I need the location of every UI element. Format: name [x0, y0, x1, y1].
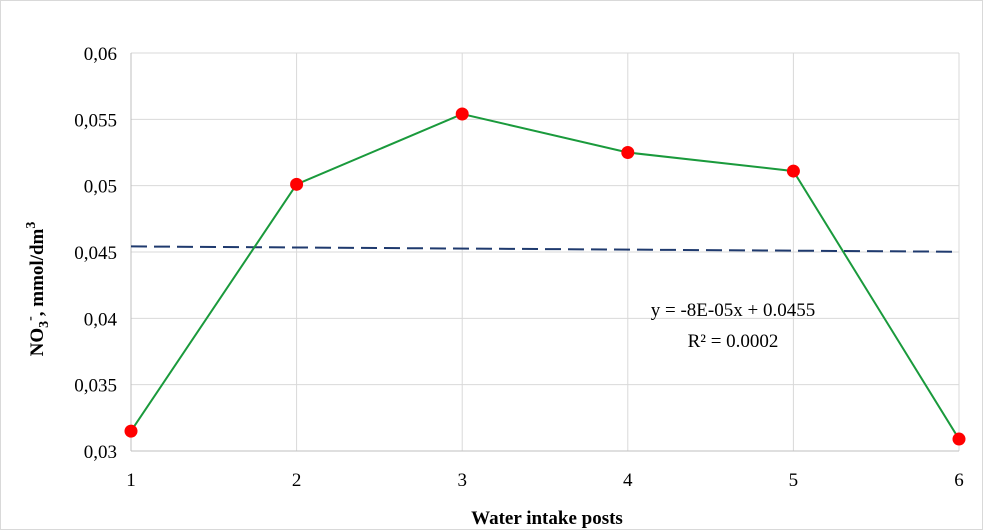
data-point [621, 146, 635, 159]
y-axis-title-rest: , mmol/dm [27, 228, 48, 316]
y-axis-title-sub: 3 [37, 321, 52, 328]
x-tick-label: 1 [126, 470, 136, 491]
y-tick-label: 0,04 [84, 309, 118, 330]
y-tick-label: 0,03 [84, 442, 117, 463]
axes [130, 53, 959, 452]
trendline-path [130, 245, 960, 253]
x-tick-labels: 1 2 3 4 5 6 [126, 470, 964, 491]
x-axis-title: Water intake posts [471, 508, 623, 529]
data-point [952, 432, 966, 446]
y-axis-title-sup: - [23, 316, 38, 321]
x-tick-label: 3 [457, 470, 467, 491]
y-axis-title: NO3-, mmol/dm3 [23, 222, 52, 357]
trendline-equation: y = -8E-05x + 0.0455 [651, 300, 815, 321]
trendline-r-squared: R² = 0.0002 [688, 331, 779, 352]
y-tick-label: 0,05 [84, 177, 117, 198]
data-point [786, 164, 800, 178]
y-axis-title-sup2: 3 [24, 222, 39, 229]
x-tick-label: 5 [789, 470, 799, 491]
y-tick-label: 0,055 [74, 110, 117, 131]
y-tick-labels: 0,03 0,035 0,04 0,045 0,05 0,055 0,06 [74, 44, 117, 463]
grid-lines [131, 52, 960, 451]
x-tick-label: 2 [292, 470, 302, 491]
y-tick-label: 0,06 [84, 44, 117, 65]
y-tick-label: 0,035 [74, 376, 117, 397]
x-tick-label: 6 [954, 470, 964, 491]
trendline [130, 245, 960, 253]
y-tick-label: 0,045 [74, 243, 117, 264]
data-point [290, 177, 304, 191]
data-series [124, 107, 966, 446]
data-point [124, 424, 138, 438]
data-point [455, 107, 469, 121]
y-axis-title-main: NO [27, 328, 48, 357]
series-line [130, 112, 960, 440]
x-tick-label: 4 [623, 470, 633, 491]
